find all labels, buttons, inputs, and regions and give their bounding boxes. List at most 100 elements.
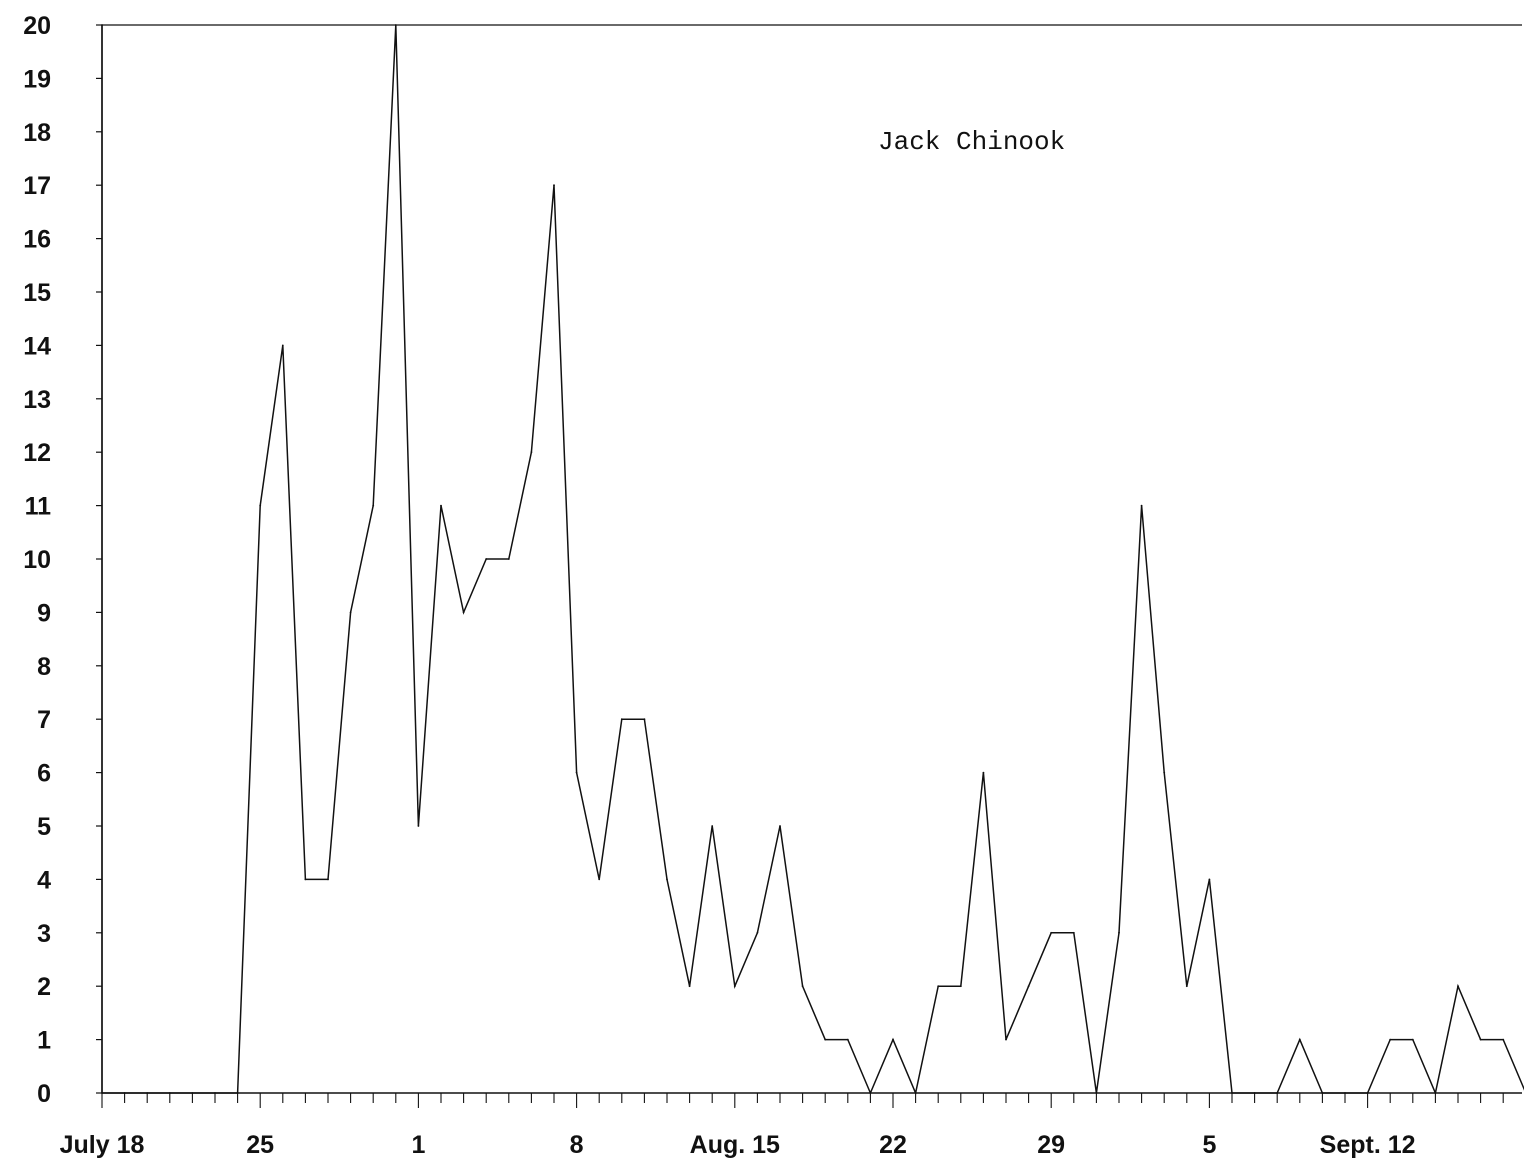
data-point	[101, 24, 103, 26]
data-point	[846, 1038, 849, 1041]
data-point	[327, 878, 329, 881]
data-point	[485, 558, 488, 560]
data-point	[304, 878, 307, 881]
x-tick-label: 5	[1202, 1131, 1216, 1159]
data-point	[236, 1092, 239, 1094]
data-point	[892, 1038, 894, 1041]
y-tick-label: 19	[23, 65, 51, 93]
data-point	[666, 878, 668, 881]
y-tick-label: 8	[37, 653, 51, 681]
data-point	[1072, 931, 1075, 934]
y-tick-label: 20	[23, 12, 51, 40]
data-point	[779, 825, 781, 827]
y-tick-label: 0	[37, 1080, 51, 1108]
data-point	[281, 344, 284, 347]
x-tick-label: 8	[570, 1131, 584, 1159]
data-point	[349, 611, 352, 614]
data-point	[259, 504, 262, 507]
series-line	[101, 24, 1524, 1096]
data-point	[1344, 1092, 1346, 1094]
x-tick-label: 25	[246, 1131, 274, 1159]
y-tick-label: 7	[37, 706, 51, 734]
data-point	[914, 1092, 917, 1094]
data-point	[575, 771, 578, 774]
data-point	[1298, 1038, 1301, 1041]
data-point	[530, 451, 533, 454]
data-point	[1163, 771, 1166, 774]
data-point	[1434, 1092, 1437, 1094]
data-point	[1321, 1092, 1324, 1094]
data-point	[1095, 1092, 1098, 1094]
y-tick-label: 14	[23, 332, 51, 360]
data-point	[168, 1092, 171, 1094]
data-point	[643, 718, 646, 721]
data-point	[620, 718, 623, 721]
data-point	[688, 985, 691, 988]
y-tick-label: 9	[37, 599, 51, 627]
data-point	[1208, 878, 1211, 881]
data-point	[1231, 1092, 1233, 1094]
data-point	[1411, 1038, 1414, 1041]
y-tick-label: 11	[25, 493, 52, 521]
x-tick-label: Sept. 12	[1320, 1131, 1416, 1159]
data-point	[214, 1092, 216, 1094]
data-point	[1502, 1038, 1505, 1041]
series-group	[101, 24, 1524, 1096]
data-point	[1185, 985, 1188, 988]
x-tick-label: 22	[879, 1131, 907, 1159]
data-point	[1479, 1038, 1482, 1041]
data-point	[1366, 1092, 1369, 1094]
data-point	[733, 985, 736, 988]
y-tick-label: 2	[37, 973, 51, 1001]
data-point	[959, 985, 962, 988]
data-point	[553, 184, 555, 187]
x-tick-label: Aug. 15	[690, 1131, 780, 1159]
data-point	[372, 504, 375, 507]
data-point	[1027, 985, 1030, 988]
data-point	[146, 1092, 149, 1094]
data-point	[1457, 985, 1459, 988]
data-point	[462, 611, 465, 614]
data-point	[417, 825, 420, 827]
data-point	[1050, 931, 1053, 934]
data-point	[598, 878, 601, 881]
data-point	[937, 985, 940, 988]
data-point	[440, 504, 442, 507]
data-point	[123, 1092, 126, 1094]
y-tick-label: 6	[37, 760, 51, 788]
y-tick-label: 16	[23, 226, 51, 254]
data-point	[507, 558, 510, 560]
data-point	[394, 24, 397, 26]
y-tick-label: 15	[23, 279, 51, 307]
data-point	[1118, 931, 1120, 934]
y-tick-label: 10	[23, 546, 51, 574]
x-tick-label: 29	[1037, 1131, 1065, 1159]
data-point	[1276, 1092, 1279, 1094]
data-point	[756, 931, 759, 934]
y-tick-label: 4	[37, 866, 51, 894]
y-tick-label: 12	[23, 439, 51, 467]
data-point	[1140, 504, 1143, 507]
data-point	[191, 1092, 194, 1094]
data-point	[869, 1092, 872, 1094]
y-tick-label: 13	[23, 386, 51, 414]
data-point	[101, 1092, 103, 1094]
data-point	[1005, 1038, 1007, 1041]
data-point	[1389, 1038, 1392, 1041]
data-point	[801, 985, 804, 988]
data-point	[1253, 1092, 1256, 1094]
x-axis: July 18 25 1 8 Aug. 15 22 29 5 Sept. 12	[60, 1092, 1522, 1159]
data-point	[982, 771, 985, 774]
y-tick-label: 3	[37, 920, 51, 948]
x-tick-label: 1	[411, 1131, 425, 1159]
x-tick-label: July 18	[60, 1131, 145, 1159]
y-tick-label: 18	[23, 119, 51, 147]
chart-annotation: Jack Chinook	[878, 127, 1065, 157]
data-point	[824, 1038, 827, 1041]
data-point	[711, 825, 714, 827]
y-tick-label: 17	[23, 172, 51, 200]
y-tick-label: 5	[37, 813, 51, 841]
